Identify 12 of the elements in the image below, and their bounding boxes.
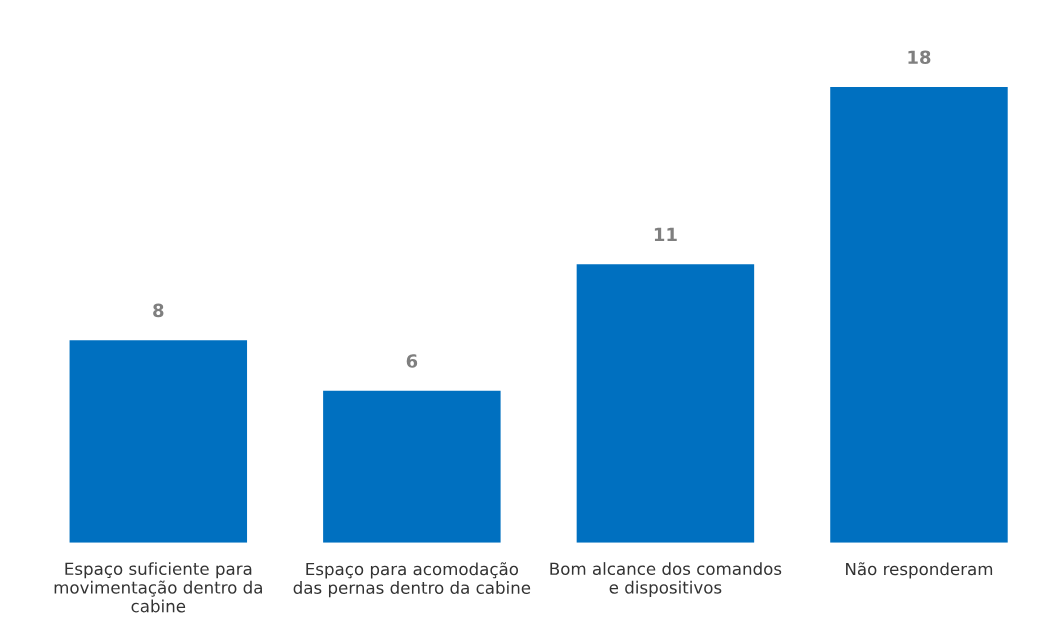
data-label: 11 <box>654 227 677 242</box>
x-tick-label: Bom alcance dos comandos e dispositivos <box>550 562 782 597</box>
bar <box>830 87 1008 543</box>
data-label: 18 <box>908 50 931 65</box>
x-tick-label: Não responderam <box>846 562 993 579</box>
x-tick-label: Espaço suficiente para movimentação dentro da cabine <box>54 562 262 613</box>
bar <box>576 264 755 543</box>
bar <box>69 340 248 543</box>
bar <box>323 390 501 543</box>
data-label: 6 <box>406 354 418 368</box>
x-tick-label: Espaço para acomodação das pernas dentro da cabine <box>293 562 531 598</box>
data-label: 8 <box>153 303 164 318</box>
